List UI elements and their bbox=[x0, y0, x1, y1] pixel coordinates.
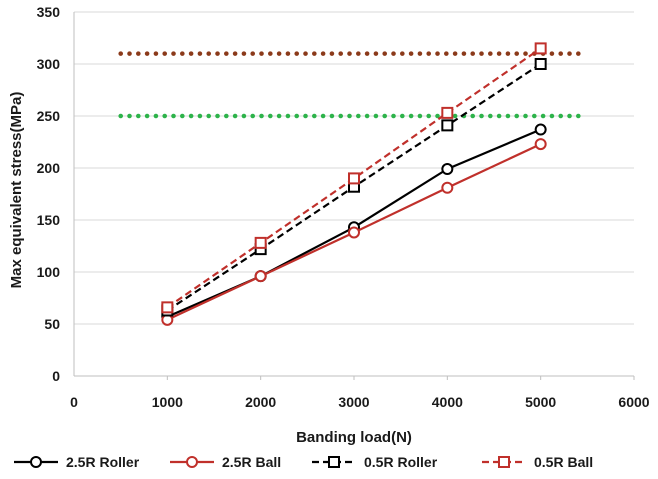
data-point-2-5r-ball bbox=[441, 181, 454, 194]
legend: 2.5R Roller 2.5R Ball 0.5R Roller 0.5R Ball bbox=[14, 454, 593, 470]
legend-swatch-marker-0-5r-ball bbox=[498, 456, 510, 468]
data-point-2-5r-ball bbox=[348, 226, 360, 239]
legend-swatch-marker-0-5r-roller bbox=[328, 456, 340, 468]
data-point-2-5r-ball bbox=[254, 270, 267, 283]
y-tick-label: 300 bbox=[37, 56, 61, 72]
data-point-2-5r-ball bbox=[534, 138, 547, 151]
data-point-0-5r-ball bbox=[534, 42, 547, 55]
tick-labels: 0 50 100 150 200 250 300 350 0 1000 2000 3000 4000 50… bbox=[37, 4, 650, 410]
x-axis-title: Banding load(N) bbox=[296, 429, 412, 446]
legend-swatch-marker-2-5r-roller bbox=[30, 456, 42, 468]
y-tick-label: 50 bbox=[44, 316, 60, 332]
axes bbox=[73, 12, 635, 380]
data-point-2-5r-roller bbox=[441, 163, 454, 176]
y-tick-label: 0 bbox=[52, 368, 60, 384]
x-tick-label: 3000 bbox=[338, 394, 369, 410]
data-point-0-5r-ball bbox=[348, 172, 360, 185]
y-tick-label: 200 bbox=[37, 160, 61, 176]
gridlines bbox=[74, 11, 634, 325]
x-tick-label: 4000 bbox=[432, 394, 463, 410]
data-point-0-5r-ball bbox=[254, 236, 267, 249]
legend-label-0-5r-roller: 0.5R Roller bbox=[364, 454, 438, 470]
y-tick-label: 250 bbox=[37, 108, 61, 124]
x-tick-label: 2000 bbox=[245, 394, 276, 410]
x-tick-label: 5000 bbox=[525, 394, 556, 410]
data-point-0-5r-roller bbox=[441, 119, 454, 132]
data-point-0-5r-ball bbox=[441, 106, 454, 119]
y-tick-label: 350 bbox=[37, 4, 61, 20]
legend-label-0-5r-ball: 0.5R Ball bbox=[534, 454, 593, 470]
y-tick-label: 100 bbox=[37, 264, 61, 280]
series-lines bbox=[161, 42, 547, 326]
legend-swatch-marker-2-5r-ball bbox=[186, 456, 198, 468]
x-tick-label: 0 bbox=[70, 394, 78, 410]
reference-lines bbox=[118, 51, 585, 119]
data-point-0-5r-ball bbox=[161, 301, 174, 314]
data-point-0-5r-roller bbox=[534, 58, 547, 70]
legend-label-2-5r-ball: 2.5R Ball bbox=[222, 454, 281, 470]
y-axis-title: Max equivalent stress(MPa) bbox=[8, 92, 25, 289]
x-tick-label: 6000 bbox=[618, 394, 649, 410]
y-tick-label: 150 bbox=[37, 212, 61, 228]
x-tick-label: 1000 bbox=[152, 394, 183, 410]
legend-label-2-5r-roller: 2.5R Roller bbox=[66, 454, 140, 470]
data-point-2-5r-roller bbox=[534, 123, 547, 136]
